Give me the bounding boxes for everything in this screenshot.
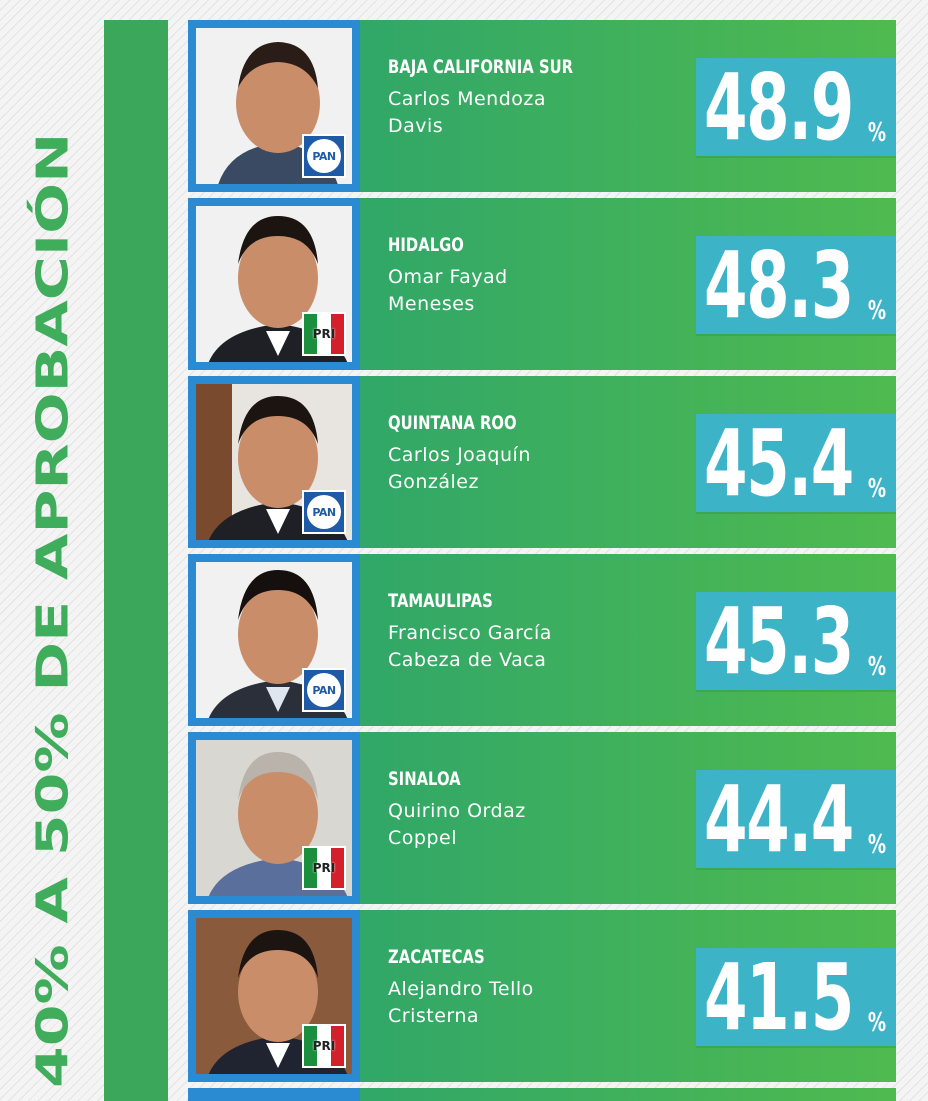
governor-photo: PAN [188,20,360,192]
governor-row: PAN BAJA CALIFORNIA SUR Carlos Mendoza D… [188,20,896,192]
approval-box: 48.3 % [696,232,896,339]
approval-value: 45.3 [704,588,854,695]
approval-box: 45.3 % [696,588,896,695]
governor-row-partial [188,1088,896,1101]
governor-photo: PAN [188,554,360,726]
governor-photo-partial [188,1088,360,1101]
side-title-text: 40% A 50% DE APROBACIÓN [27,132,79,1088]
governor-photo: PRI [188,732,360,904]
approval-value: 44.4 [704,766,854,873]
pan-logo-icon: PAN [302,668,346,712]
pri-logo-icon: PRI [302,312,346,356]
governor-name: Quirino Ordaz Coppel [388,800,526,849]
governor-row: PRI HIDALGO Omar Fayad Meneses 48.3 % [188,198,896,370]
approval-value: 45.4 [704,410,854,517]
percent-sign: % [867,652,886,682]
approval-box: 41.5 % [696,944,896,1051]
governor-row: PRI ZACATECAS Alejandro Tello Cristerna … [188,910,896,1082]
governor-photo: PAN [188,376,360,548]
approval-box: 45.4 % [696,410,896,517]
governor-photo: PRI [188,910,360,1082]
percent-sign: % [867,296,886,326]
pri-logo-icon: PRI [302,846,346,890]
percent-sign: % [867,474,886,504]
approval-value: 48.9 [704,54,854,161]
state-name: QUINTANA ROO [388,412,517,434]
state-name: TAMAULIPAS [388,590,493,612]
approval-value: 48.3 [704,232,854,339]
governor-row: PAN QUINTANA ROO Carlos Joaquín González… [188,376,896,548]
side-title: 40% A 50% DE APROBACIÓN [8,0,98,1101]
governor-photo: PRI [188,198,360,370]
state-name: BAJA CALIFORNIA SUR [388,56,574,78]
governor-row: PRI SINALOA Quirino Ordaz Coppel 44.4 % [188,732,896,904]
pan-logo-icon: PAN [302,490,346,534]
pri-logo-icon: PRI [302,1024,346,1068]
governor-name: Omar Fayad Meneses [388,266,508,315]
governor-name: Alejandro Tello Cristerna [388,978,534,1027]
percent-sign: % [867,118,886,148]
approval-box: 48.9 % [696,54,896,161]
approval-box: 44.4 % [696,766,896,873]
percent-sign: % [867,830,886,860]
governor-name: Carlos Mendoza Davis [388,88,546,137]
percent-sign: % [867,1008,886,1038]
governor-name: Francisco García Cabeza de Vaca [388,622,552,671]
approval-value: 41.5 [704,944,854,1051]
green-stripe [104,20,168,1101]
state-name: ZACATECAS [388,946,485,968]
governor-name: Carlos Joaquín González [388,444,531,493]
pan-logo-icon: PAN [302,134,346,178]
state-name: SINALOA [388,768,461,790]
governor-row: PAN TAMAULIPAS Francisco García Cabeza d… [188,554,896,726]
state-name: HIDALGO [388,234,464,256]
